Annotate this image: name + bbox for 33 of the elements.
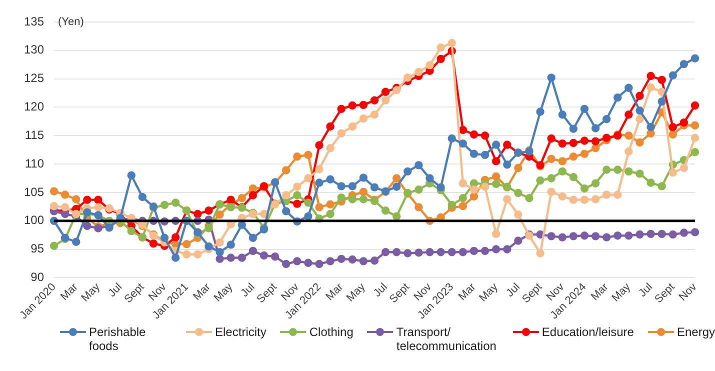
legend-label: Transport/ telecommunication xyxy=(396,325,498,353)
y-tick-label: 110 xyxy=(24,156,44,170)
x-tick-label: May xyxy=(477,280,501,304)
x-tick-label: Jul xyxy=(636,281,656,300)
x-tick-label: Jul xyxy=(106,281,125,300)
x-tick-label: Mar xyxy=(324,280,346,303)
y-tick-label: 100 xyxy=(24,213,44,228)
legend-label: Energy xyxy=(676,325,715,339)
legend-label: Education/leisure xyxy=(542,325,634,339)
x-tick-label: Jul xyxy=(504,281,522,300)
x-tick-label: May xyxy=(344,280,368,304)
y-tick-label: 115 xyxy=(24,128,44,142)
x-tick-label: Mar xyxy=(456,280,478,303)
x-tick-label: May xyxy=(610,280,634,304)
x-tick-label: Mar xyxy=(588,280,612,303)
y-tick-label: 125 xyxy=(24,71,44,86)
y-tick-label: 105 xyxy=(24,184,44,199)
y-tick-label: 135 xyxy=(24,14,44,28)
y-tick-label: 120 xyxy=(24,100,44,114)
y-tick-label: 130 xyxy=(24,42,44,57)
legend-label: Clothing xyxy=(309,325,354,339)
y-tick-label: 95 xyxy=(30,242,44,256)
x-tick-label: Jul xyxy=(238,281,258,300)
x-tick-label: Jul xyxy=(371,281,390,300)
x-tick-label: May xyxy=(79,280,103,304)
legend-label: Perishable foods xyxy=(89,325,147,353)
x-tick-label: May xyxy=(212,280,236,304)
legend-label: Electricity xyxy=(215,325,266,339)
y-tick-label: 90 xyxy=(30,270,44,284)
x-tick-label: Nov xyxy=(676,280,700,304)
x-tick-label: Mar xyxy=(191,280,214,303)
y-axis-title: (Yen) xyxy=(58,16,84,28)
x-tick-label: Mar xyxy=(58,280,81,303)
